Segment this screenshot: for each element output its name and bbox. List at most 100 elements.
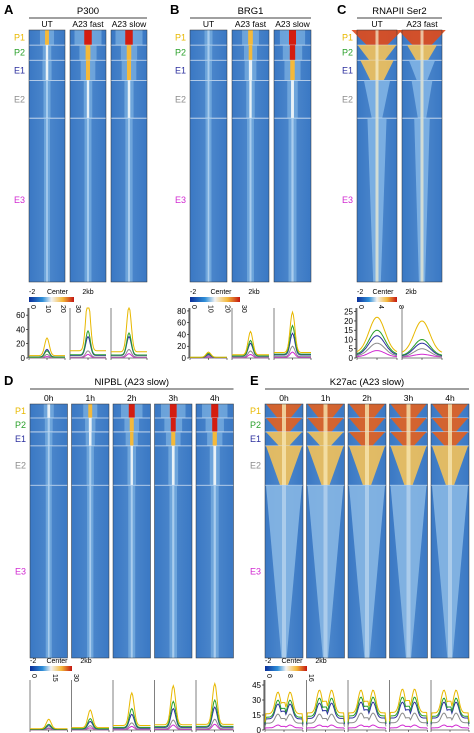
signal-core [375,30,379,46]
profile-plot [195,680,234,732]
profile-line-p1 [347,689,387,722]
panel-e: E K27ac (A23 slow) 0h 1h 2h 3h 4h P1 P2 E1 E2 E3 -2 C… [250,373,470,733]
heatmap-frame [71,403,110,659]
signal-core [89,485,92,658]
profile-line-p2 [430,697,470,724]
profile-line-e2 [274,345,311,358]
profile-line-e2 [306,713,345,727]
signal-core [84,30,92,46]
profile-line-e1 [274,332,311,356]
panel-letter: A [4,2,14,17]
signal-core [207,45,210,61]
profile-y-label: 0 [349,354,354,363]
signal-core [420,30,424,46]
colorbar-tick: 0 [29,305,36,309]
signal-core [448,404,452,418]
signal-core [88,404,93,418]
profile-plot [69,307,107,360]
profile-line-p2 [71,717,109,730]
heatmap-column [389,403,428,659]
profile-line-e1 [347,701,387,725]
signal-core [282,431,286,446]
heatmap-frame [110,29,148,283]
signal-core [213,485,216,658]
signal-core [375,118,379,282]
profile-line-e3 [196,723,234,730]
profile-line-e3 [154,724,192,730]
profile-line-e2 [70,350,106,358]
colorbar-axis-right: 2kb [248,289,259,296]
signal-core [365,417,369,432]
signal-core [45,60,49,81]
profile-line-e3 [347,724,387,730]
colorbar [190,297,240,302]
signal-core [282,485,286,658]
signal-core [289,45,296,61]
colorbar-tick: 0 [357,305,364,309]
signal-core [207,80,210,119]
cluster-label-e1: E1 [250,434,261,444]
profile-line-e3 [430,724,470,730]
profile-line-e2 [347,712,387,727]
profile-line-p2 [274,324,311,355]
column-label: A23 fast [235,19,267,29]
profile-plot [356,308,398,360]
signal-core [85,45,91,61]
profile-plot [112,680,151,732]
profile-line-e3 [356,350,398,358]
signal-core [375,45,379,61]
heatmap-frame [195,403,234,659]
profile-line-p2 [356,329,398,355]
profile-plot [306,680,345,732]
cluster-label-e2: E2 [250,461,261,471]
cluster-label-p2: P2 [250,420,261,430]
profile-line-p2 [30,723,68,730]
cluster-label-p2: P2 [175,48,186,58]
profile-line-e2 [196,718,234,730]
signal-core [448,417,452,432]
heatmap-column [69,29,107,283]
colorbar-axis-right: 2kb [315,658,326,665]
signal-core [171,445,175,486]
heatmap-column [231,29,270,283]
signal-core [323,485,328,658]
cluster-label-p2: P2 [15,420,26,430]
signal-core [406,417,411,432]
column-label: 1h [321,393,331,403]
signal-core [212,417,218,432]
signal-core [126,60,132,81]
profile-line-p2 [264,699,304,724]
profile-line-e2 [401,348,443,358]
panel-letter: E [250,373,259,388]
heatmap-column [29,403,68,659]
column-label: A23 slow [112,19,147,29]
signal-core [365,431,369,446]
heatmap-frame [264,403,304,659]
profile-line-p1 [264,691,304,722]
colorbar-tick: 0 [265,674,272,678]
heatmap-column [71,403,110,659]
cluster-label-e2: E2 [342,94,353,104]
signal-core [282,417,286,432]
profile-line-e1 [356,335,398,355]
profile-line-e1 [113,713,151,729]
signal-core [87,118,89,282]
profile-plot [231,308,270,360]
profile-line-p1 [190,351,227,358]
profile-y-label: 5 [349,345,354,354]
signal-core [88,417,92,432]
panel-letter: C [337,2,347,17]
heatmap-frame [306,403,345,659]
profile-line-p1 [306,689,345,722]
profile-line-e1 [196,706,234,728]
colorbar-axis-center: Center [46,658,68,665]
profile-line-e1 [70,335,106,356]
profile-line-p1 [356,316,398,353]
signal-core [282,404,286,418]
heatmap-column [273,29,312,283]
profile-line-p1 [154,684,192,726]
profile-line-p2 [401,338,443,356]
signal-core [127,80,131,119]
colorbar-axis-right: 2kb [80,658,91,665]
